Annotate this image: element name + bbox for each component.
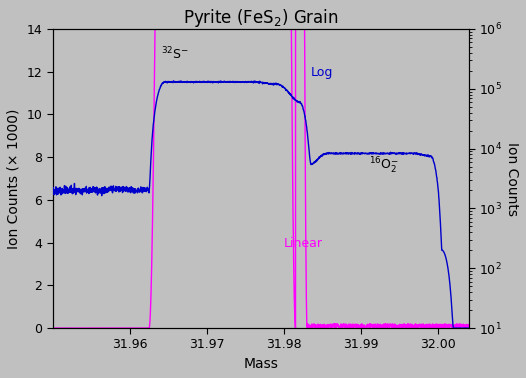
Y-axis label: Ion Counts (× 1000): Ion Counts (× 1000) xyxy=(7,108,21,249)
Title: Pyrite (FeS$_2$) Grain: Pyrite (FeS$_2$) Grain xyxy=(183,7,339,29)
Text: $^{32}$S$^{-}$: $^{32}$S$^{-}$ xyxy=(160,45,189,62)
Y-axis label: Ion Counts: Ion Counts xyxy=(505,141,519,215)
Text: Linear: Linear xyxy=(284,237,323,250)
Text: $^{16}$O$_2^{-}$: $^{16}$O$_2^{-}$ xyxy=(369,156,399,176)
X-axis label: Mass: Mass xyxy=(244,357,278,371)
Text: Log: Log xyxy=(311,66,333,79)
